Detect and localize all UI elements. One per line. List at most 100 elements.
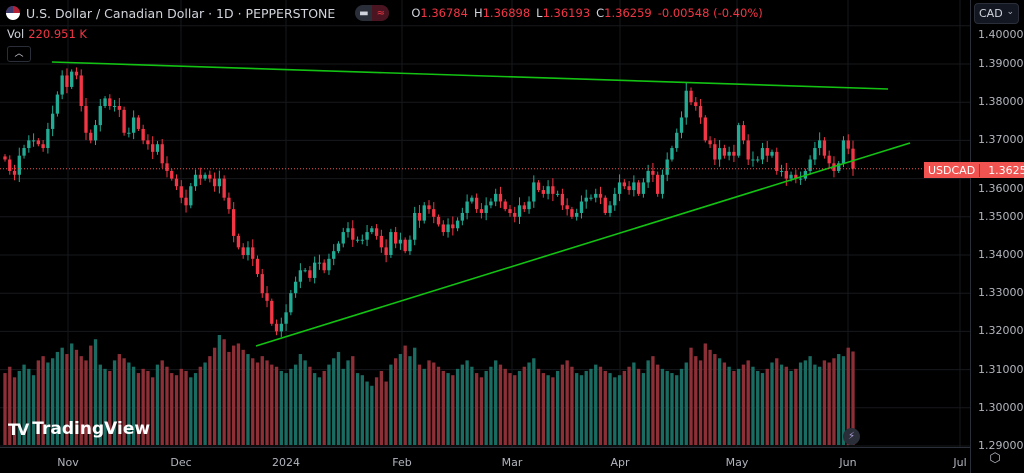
time-tick-label: 2024 [272, 456, 300, 469]
currency-select[interactable]: CAD ⌄ [974, 3, 1019, 24]
volume-bar [298, 354, 303, 445]
volume-bar [265, 360, 269, 445]
volume-bar [651, 356, 655, 445]
volume-bar [698, 360, 703, 445]
volume-bar [403, 345, 407, 445]
volume-bar [389, 364, 393, 445]
candle-body [837, 163, 841, 171]
candle-body [698, 106, 703, 118]
price-chart[interactable] [0, 0, 970, 447]
candle-body [50, 113, 55, 129]
candle-body [379, 235, 384, 248]
candle-body [560, 193, 565, 206]
volume-bar [384, 381, 388, 445]
candle-body [398, 239, 403, 244]
candle-body [384, 247, 388, 255]
volume-bar [136, 373, 141, 445]
candle-body [293, 281, 298, 294]
candle-body [646, 170, 650, 183]
volume-bar [174, 375, 179, 445]
candle-body [103, 98, 107, 107]
volume-bar [613, 377, 617, 445]
volume-bar [489, 366, 493, 445]
candle-body [632, 182, 636, 191]
tradingview-logo[interactable]: TV TradingView [8, 419, 151, 439]
volume-bar [179, 368, 183, 445]
candle-body [246, 247, 250, 255]
volume-bar [679, 368, 684, 445]
volume-bar [498, 364, 503, 445]
volume-bar [131, 366, 136, 445]
price-axis[interactable] [970, 0, 1024, 473]
volume-bar [575, 373, 579, 445]
price-tick-label: 1.36000 [978, 182, 1024, 195]
candle-body [717, 148, 722, 160]
candle-body [174, 178, 179, 187]
time-axis[interactable]: Nov Dec 2024 Feb Mar Apr May Jun Jul [0, 447, 970, 473]
chevron-down-icon: ⌄ [1006, 7, 1014, 17]
candle-body [184, 197, 188, 206]
volume-bar [551, 377, 555, 445]
candle-body [284, 312, 288, 324]
volume-bar [12, 377, 17, 445]
volume-bar [355, 373, 360, 445]
volume-bar [31, 375, 36, 445]
candle-body [513, 212, 517, 217]
candle-body [251, 247, 255, 259]
candle-body [322, 262, 326, 271]
volume-bar [813, 364, 817, 445]
candle-body [127, 132, 131, 134]
price-tick-label: 1.38000 [978, 95, 1024, 109]
candle-body [622, 182, 626, 187]
volume-bar [398, 354, 403, 445]
volume-bar [332, 358, 336, 445]
volume-bar [203, 362, 207, 445]
volume-bar [670, 373, 674, 445]
volume-bar [446, 373, 450, 445]
candle-body [336, 243, 341, 252]
volume-bar [103, 368, 107, 445]
volume-bar [708, 349, 712, 445]
lightning-icon[interactable]: ⚡ [843, 428, 860, 445]
symbol-label: USDCAD [928, 163, 976, 177]
candle-body [455, 220, 460, 229]
candle-body [722, 148, 727, 156]
market-status-pill[interactable]: ▬ ≈ [355, 5, 390, 21]
candle-body [312, 262, 317, 278]
candle-body [289, 293, 293, 313]
candle-body [779, 170, 784, 172]
volume-bar [117, 354, 122, 445]
settings-gear-icon[interactable]: ⬡ [989, 451, 1001, 466]
candle-body [617, 182, 622, 194]
candle-body [536, 182, 541, 191]
candle-body [370, 228, 374, 233]
volume-bar [255, 362, 260, 445]
candle-body [498, 193, 503, 202]
candle-body [155, 144, 160, 152]
time-tick-label: Feb [392, 456, 412, 469]
volume-bar [675, 375, 679, 445]
candle-body [236, 235, 241, 248]
symbol-title[interactable]: U.S. Dollar / Canadian Dollar · 1D · PEP… [26, 5, 336, 21]
volume-bar [70, 343, 74, 445]
collapse-legend-button[interactable]: ︿ [7, 46, 31, 62]
candle-body [508, 209, 512, 213]
candle-body [789, 174, 793, 179]
chevron-up-icon: ︿ [14, 49, 24, 59]
volume-bar [756, 370, 760, 445]
candle-body [41, 144, 45, 149]
candle-body [627, 186, 631, 191]
volume-bar [536, 368, 541, 445]
candle-body [636, 182, 641, 194]
candle-body [22, 148, 26, 156]
candle-body [212, 178, 217, 187]
candle-body [131, 117, 136, 133]
candle-body [598, 193, 603, 198]
candle-body [255, 258, 260, 275]
price-tick-label: 1.37000 [978, 133, 1024, 147]
volume-bar [365, 381, 369, 445]
volume-bar [346, 360, 350, 445]
candle-body [470, 197, 474, 202]
candle-body [822, 140, 827, 156]
open-value: 1.36784 [420, 6, 468, 20]
